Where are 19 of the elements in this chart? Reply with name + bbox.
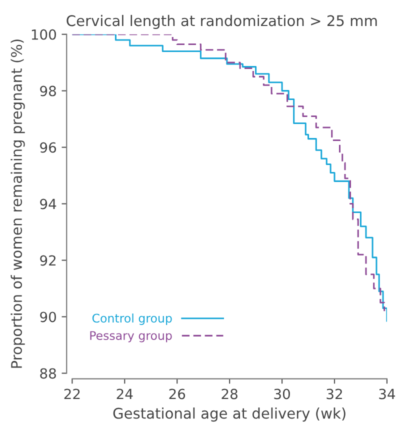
chart-title: Cervical length at randomization > 25 mm — [66, 14, 377, 30]
x-tick-label: 28 — [222, 388, 238, 400]
y-tick-label: 94 — [40, 198, 56, 210]
x-tick-label: 26 — [169, 388, 186, 400]
y-tick-label: 98 — [40, 86, 56, 96]
x-tick-label: 34 — [379, 388, 396, 400]
y-tick-label: 92 — [40, 255, 56, 266]
y-tick-label: 88 — [40, 368, 56, 379]
x-axis-title: Gestational age at delivery (wk) — [113, 408, 346, 422]
y-tick-label: 96 — [40, 142, 56, 153]
y-tick-label: 90 — [40, 312, 56, 322]
x-tick-label: 22 — [64, 388, 80, 400]
legend-label: Pessary group — [90, 331, 172, 342]
x-tick-label: 24 — [116, 388, 133, 400]
y-axis-title: Proportion of women remaining pregnant (%) — [10, 40, 25, 368]
x-tick-label: 30 — [274, 388, 290, 400]
y-tick-label: 100 — [32, 29, 56, 40]
x-tick-label: 32 — [326, 388, 342, 400]
legend-label: Control group — [92, 314, 172, 325]
